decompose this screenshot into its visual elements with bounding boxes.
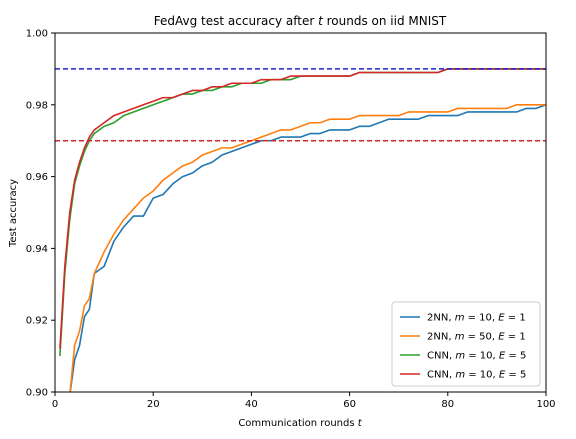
- x-tick-label: 60: [343, 399, 356, 410]
- legend-box: [391, 301, 541, 387]
- plot-frame: [54, 32, 547, 393]
- y-tick-label: 0.94: [26, 244, 48, 255]
- x-tick-label: 40: [245, 399, 258, 410]
- x-axis-label: Communication rounds t: [238, 418, 362, 429]
- y-tick-label: 1.00: [26, 29, 48, 40]
- x-tick-label: 80: [441, 399, 454, 410]
- series-line-1: [69, 104, 546, 392]
- x-tick-label: 20: [147, 399, 160, 410]
- y-axis-ticks: 0.90 0.92 0.94 0.96 0.98 1.00: [26, 29, 55, 399]
- chart-title: FedAvg test accuracy after t rounds on i…: [154, 14, 447, 28]
- x-tick-label: 0: [52, 399, 58, 410]
- x-tick-label: 100: [536, 399, 555, 410]
- y-tick-label: 0.96: [26, 172, 48, 183]
- reference-lines: [55, 68, 546, 142]
- y-tick-label: 0.92: [26, 316, 48, 327]
- legend-entry: 2NN, m = 10, E = 1: [427, 313, 526, 324]
- legend-entry: CNN, m = 10, E = 5: [427, 370, 526, 381]
- legend: 2NN, m = 10, E = 1 2NN, m = 50, E = 1 CNN,…: [391, 301, 541, 387]
- legend-entry: CNN, m = 10, E = 5: [427, 351, 526, 362]
- y-axis-label: Test accuracy: [8, 179, 19, 248]
- y-tick-label: 0.98: [26, 100, 48, 111]
- legend-entry: 2NN, m = 50, E = 1: [427, 332, 526, 343]
- y-tick-label: 0.90: [26, 388, 48, 399]
- x-axis-ticks: 0 20 40 60 80 100: [52, 392, 556, 410]
- series-line-0: [69, 104, 546, 392]
